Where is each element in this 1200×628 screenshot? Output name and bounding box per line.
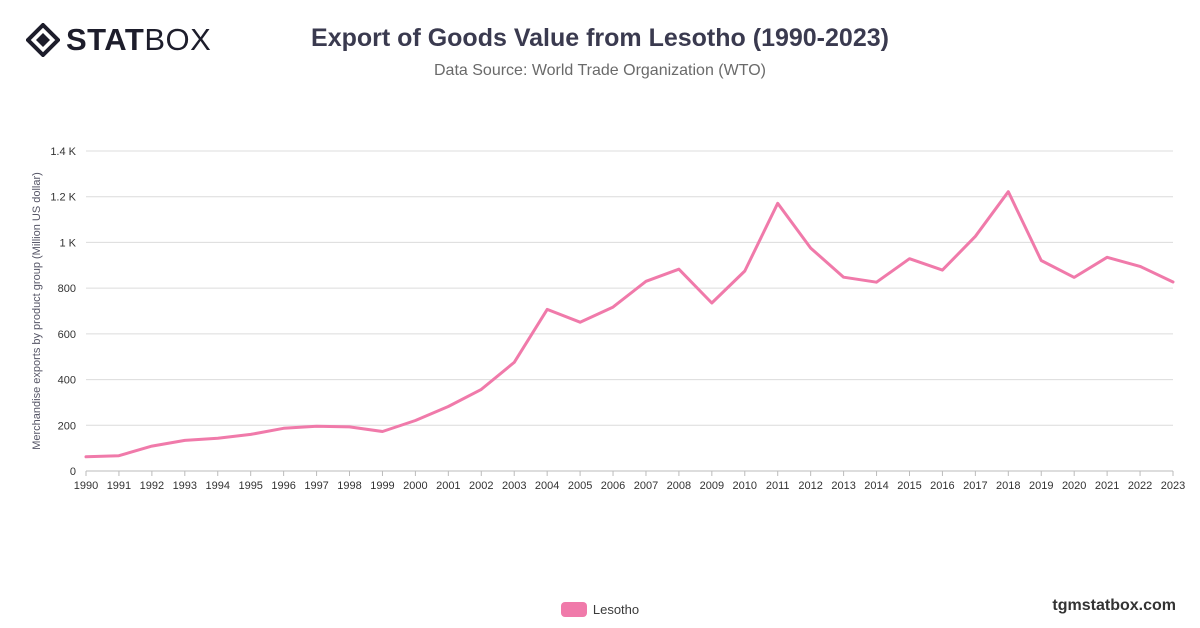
y-tick-label: 800 (58, 283, 76, 295)
y-axis-title: Merchandise exports by product group (Mi… (31, 172, 43, 450)
x-tick-label: 2017 (963, 480, 987, 492)
y-tick-label: 600 (58, 329, 76, 341)
x-tick-label: 2018 (996, 480, 1020, 492)
chart-title: Export of Goods Value from Lesotho (1990… (311, 24, 889, 52)
watermark: tgmstatbox.com (1052, 597, 1176, 614)
logo-light-text: BOX (144, 22, 212, 57)
y-tick-label: 0 (70, 466, 76, 478)
logo-wordmark: STATBOX (66, 22, 211, 58)
chart-subtitle: Data Source: World Trade Organization (W… (434, 62, 766, 79)
x-tick-label: 2002 (469, 480, 493, 492)
y-tick-label: 400 (58, 375, 76, 387)
x-tick-label: 2003 (502, 480, 526, 492)
x-tick-label: 2001 (436, 480, 460, 492)
y-tick-label: 200 (58, 420, 76, 432)
statbox-logo: STATBOX (26, 22, 211, 58)
legend-swatch (560, 602, 587, 617)
x-tick-label: 2006 (601, 480, 625, 492)
x-tick-label: 2000 (403, 480, 427, 492)
logo-bold-text: STAT (66, 22, 145, 57)
x-tick-label: 2015 (897, 480, 921, 492)
x-tick-label: 2023 (1161, 480, 1185, 492)
x-tick-label: 2016 (930, 480, 954, 492)
y-tick-label: 1.4 K (50, 146, 76, 158)
legend: Lesotho (0, 602, 1200, 617)
legend-label: Lesotho (592, 602, 640, 617)
x-tick-label: 1991 (107, 480, 131, 492)
x-tick-label: 2005 (568, 480, 592, 492)
x-tick-label: 2009 (700, 480, 724, 492)
x-tick-label: 2007 (634, 480, 658, 492)
diamond-logo-icon (26, 23, 60, 57)
x-tick-label: 2020 (1062, 480, 1086, 492)
x-tick-label: 2013 (831, 480, 855, 492)
x-tick-label: 2014 (864, 480, 888, 492)
x-tick-label: 1995 (238, 480, 262, 492)
x-tick-label: 1994 (206, 480, 230, 492)
x-tick-label: 1993 (173, 480, 197, 492)
y-tick-label: 1.2 K (50, 192, 76, 204)
y-tick-label: 1 K (59, 237, 76, 249)
x-tick-label: 2011 (766, 480, 790, 492)
x-tick-label: 2021 (1095, 480, 1119, 492)
x-tick-label: 2019 (1029, 480, 1053, 492)
x-tick-label: 1999 (370, 480, 394, 492)
x-tick-label: 1992 (140, 480, 164, 492)
x-tick-label: 2008 (667, 480, 691, 492)
x-tick-label: 2022 (1128, 480, 1152, 492)
x-tick-label: 2010 (733, 480, 757, 492)
x-tick-label: 1990 (74, 480, 98, 492)
x-tick-label: 1998 (337, 480, 361, 492)
x-tick-label: 1996 (271, 480, 295, 492)
x-tick-label: 2012 (798, 480, 822, 492)
series-line-lesotho (84, 190, 1175, 459)
x-tick-label: 1997 (304, 480, 328, 492)
x-tick-label: 2004 (535, 480, 559, 492)
